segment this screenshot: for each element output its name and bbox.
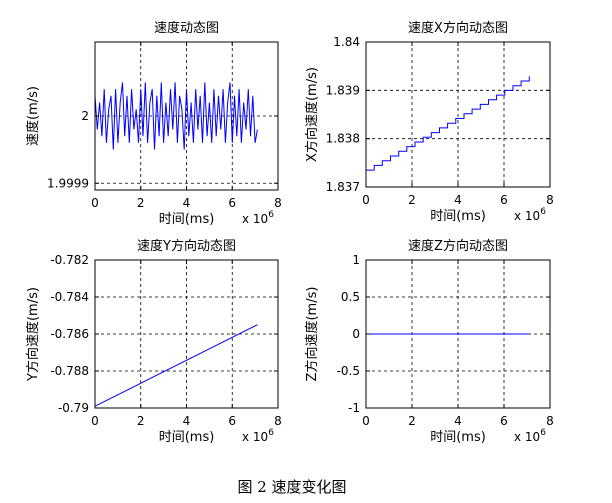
x-tick-label: 4 [454,414,462,428]
x-axis-label: 时间(ms) [430,430,486,445]
y-tick-label: 0.5 [341,290,360,304]
chart-title: 速度X方向动态图 [408,20,508,36]
x-tick-label: 4 [183,196,191,210]
x-exponent-label: x 106 [242,210,274,226]
x-exponent: 6 [268,428,274,438]
figure-caption: 图 2 速度变化图 [237,478,346,496]
chart-title: 速度动态图 [154,20,219,36]
x-tick-label: 6 [228,196,236,210]
y-axis-label: X方向速度(m/s) [304,67,320,162]
x-exponent-label: x 106 [242,428,274,444]
x-tick-label: 2 [137,196,145,210]
x-exponent-label: x 106 [514,207,546,223]
x-exponent: 6 [268,210,274,220]
x-tick-label: 2 [408,414,416,428]
x-tick-label: 8 [274,414,282,428]
x-tick-label: 0 [91,196,99,210]
y-tick-label: 1.9999 [47,176,89,190]
y-tick-label: 1.84 [333,35,360,49]
series-line [366,76,530,171]
y-axis-label: 速度(m/s) [25,86,41,146]
chart-y-speed: 0 2 4 6 8-0.79-0.788-0.786-0.784-0.782速度Y方向动… [25,238,282,445]
x-tick-label: 4 [183,414,191,428]
x-exponent-label: x 106 [514,428,546,444]
x-exponent: 6 [540,207,546,217]
y-tick-label: -0.788 [50,364,89,378]
x-tick-label: 6 [228,414,236,428]
y-tick-label: 2 [81,109,89,123]
x-axis-label: 时间(ms) [159,430,215,445]
y-tick-label: 1.837 [326,180,360,194]
x-tick-label: 8 [274,196,282,210]
y-tick-label: -0.79 [58,401,89,415]
chart-title: 速度Z方向动态图 [408,238,508,254]
x-tick-label: 6 [500,193,508,207]
x-tick-label: 8 [546,414,554,428]
y-tick-label: 0 [352,327,360,341]
y-tick-label: -0.782 [50,253,89,267]
y-axis-label: Z方向速度(m/s) [304,287,320,382]
x-tick-label: 6 [500,414,508,428]
x-tick-label: 2 [137,414,145,428]
y-tick-label: -0.786 [50,327,89,341]
y-tick-label: -0.784 [50,290,89,304]
x-axis-label: 时间(ms) [430,209,486,224]
x-tick-label: 4 [454,193,462,207]
y-axis-label: Y方向速度(m/s) [25,287,41,382]
y-tick-label: 1 [352,253,360,267]
chart-title: 速度Y方向动态图 [137,238,236,254]
y-tick-label: 1.838 [326,132,360,146]
x-exponent: 6 [540,428,546,438]
x-tick-label: 0 [91,414,99,428]
x-axis-label: 时间(ms) [159,212,215,227]
y-tick-label: -0.5 [337,364,360,378]
x-tick-label: 2 [408,193,416,207]
x-tick-label: 0 [362,414,370,428]
series-line [94,324,258,407]
y-tick-label: -1 [348,401,360,415]
y-tick-label: 1.839 [326,83,360,97]
x-tick-label: 8 [546,193,554,207]
series-line [94,82,258,150]
x-tick-label: 0 [362,193,370,207]
